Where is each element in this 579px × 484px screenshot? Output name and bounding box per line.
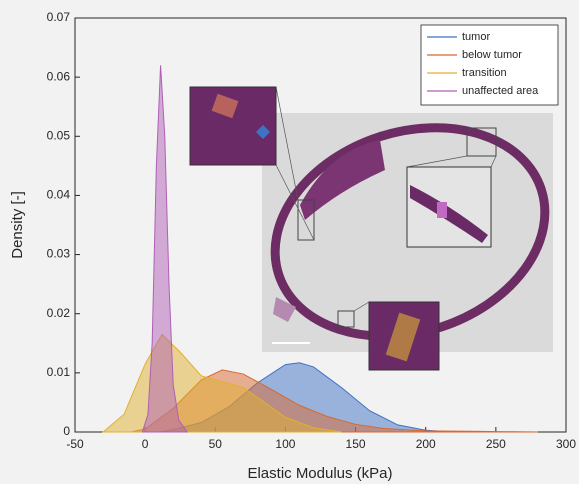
tissue-fold bbox=[300, 140, 385, 220]
y-tick-label: 0.07 bbox=[47, 10, 71, 24]
legend-label: transition bbox=[462, 67, 507, 79]
x-tick-label: -50 bbox=[66, 437, 84, 451]
inset-highlight bbox=[211, 93, 239, 119]
x-tick-label: 100 bbox=[275, 437, 295, 451]
x-tick-label: 250 bbox=[486, 437, 506, 451]
inset-highlight bbox=[255, 124, 271, 140]
zoom-connector bbox=[490, 155, 497, 168]
y-tick-label: 0.04 bbox=[47, 188, 71, 202]
zoom-region bbox=[337, 310, 355, 328]
density-area bbox=[141, 65, 189, 433]
zoom-connector bbox=[406, 155, 468, 168]
zoom-connector bbox=[275, 164, 315, 241]
zoom-region bbox=[466, 127, 497, 157]
histology-image bbox=[189, 86, 553, 371]
inset-tissue bbox=[410, 185, 488, 243]
tissue-ring bbox=[270, 123, 550, 341]
legend-label: unaffected area bbox=[462, 85, 539, 97]
inset-highlight bbox=[385, 312, 421, 362]
curves bbox=[101, 65, 538, 433]
x-tick-label: 0 bbox=[142, 437, 149, 451]
legend-box bbox=[420, 24, 559, 106]
tissue-fragment bbox=[273, 297, 296, 322]
legend: tumor below tumor transition unaffected are… bbox=[420, 24, 559, 106]
y-axis-label: Density [-] bbox=[9, 191, 26, 259]
zoom-region bbox=[297, 199, 315, 241]
legend-label: tumor bbox=[462, 31, 490, 43]
x-axis-label: Elastic Modulus (kPa) bbox=[247, 465, 392, 482]
legend-label: below tumor bbox=[462, 49, 522, 61]
y-tick-label: 0.01 bbox=[47, 365, 71, 379]
y-tick-label: 0.03 bbox=[47, 247, 71, 261]
x-tick-label: 300 bbox=[556, 437, 576, 451]
x-tick-label: 50 bbox=[209, 437, 223, 451]
y-tick-label: 0 bbox=[63, 424, 70, 438]
x-tick-label: 150 bbox=[346, 437, 366, 451]
x-tick-label: 200 bbox=[416, 437, 436, 451]
zoom-connector bbox=[275, 86, 299, 201]
zoom-connector bbox=[353, 301, 370, 312]
y-tick-label: 0.06 bbox=[47, 69, 71, 83]
inset-highlight bbox=[437, 202, 447, 218]
y-tick-label: 0.05 bbox=[47, 128, 71, 142]
y-tick-label: 0.02 bbox=[47, 306, 71, 320]
